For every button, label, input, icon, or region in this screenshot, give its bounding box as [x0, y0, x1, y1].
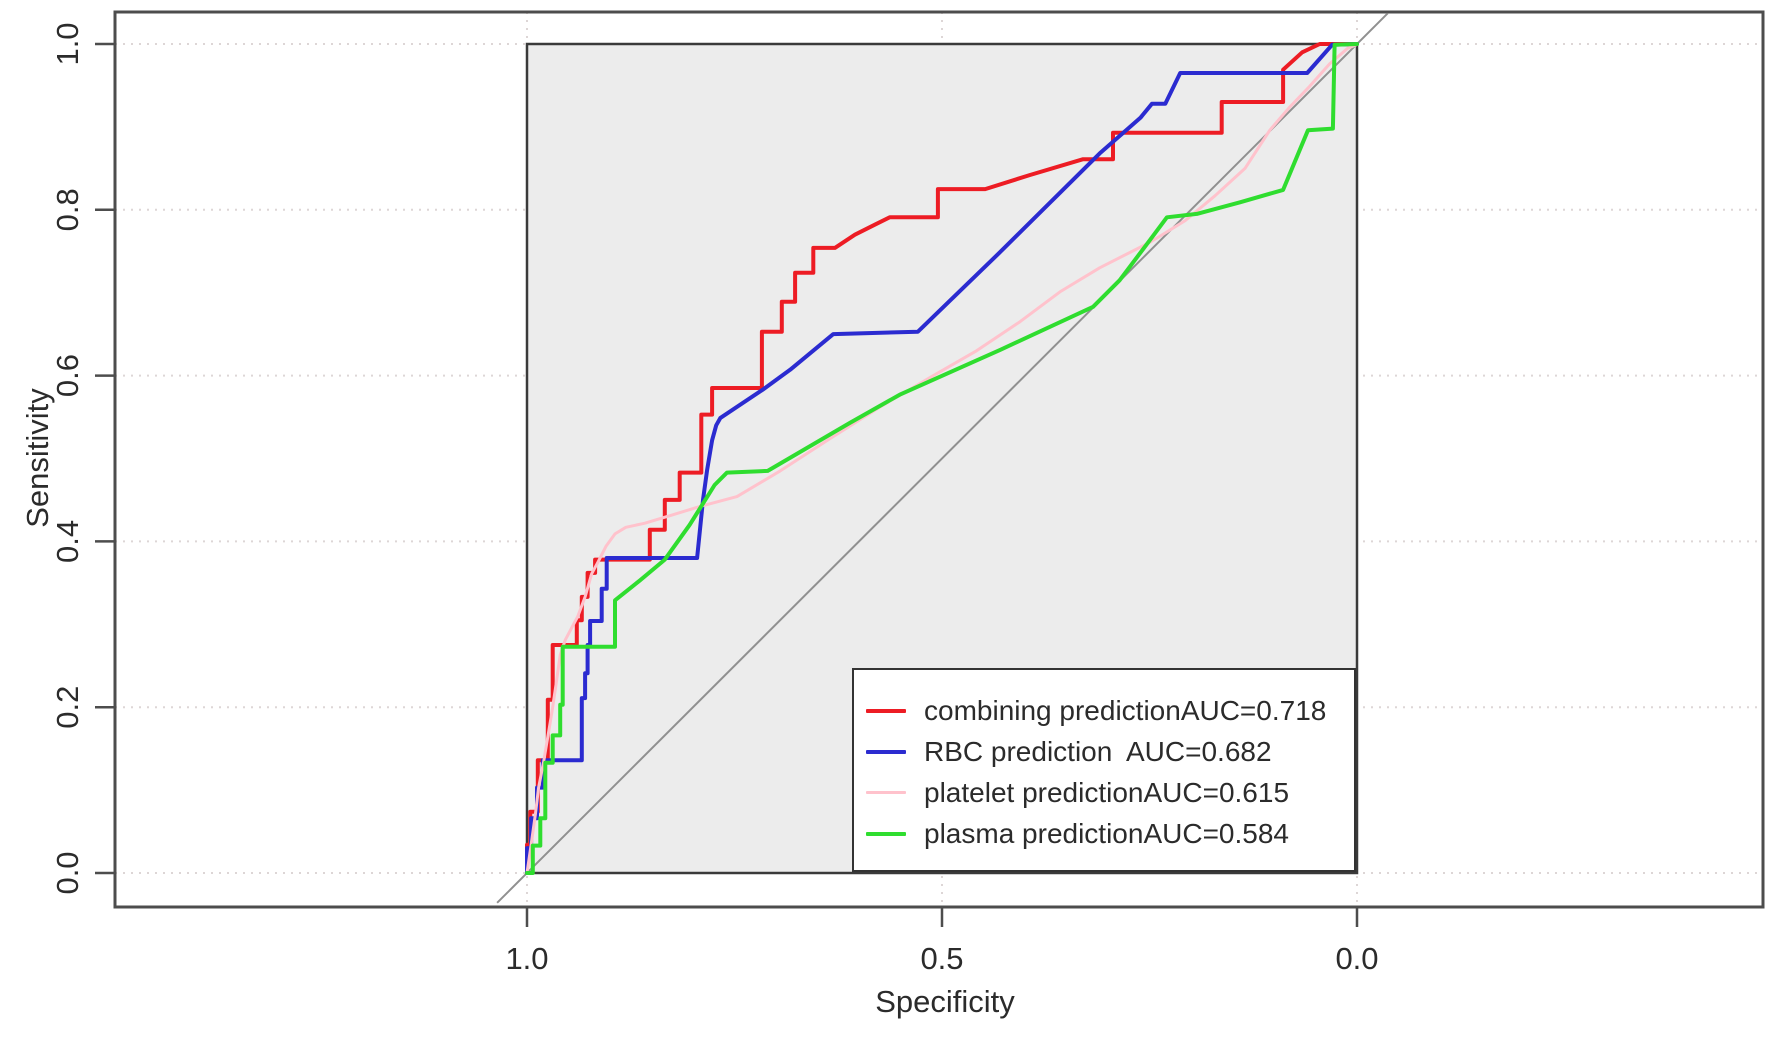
legend-auc-value: AUC=0.718 [1180, 694, 1327, 726]
y-tick-label: 0.2 [50, 686, 85, 729]
roc-curve-platelet [525, 43, 1358, 875]
x-tick-label: 1.0 [505, 941, 548, 976]
legend-series-label: plasma prediction [924, 817, 1144, 849]
x-axis-title: Specificity [875, 984, 1015, 1019]
y-axis-title: Sensitivity [20, 388, 55, 528]
legend-auc-value: AUC=0.615 [1143, 776, 1290, 808]
legend-auc-value: AUC=0.682 [1126, 735, 1272, 767]
legend-series-label: platelet prediction [924, 776, 1144, 808]
legend-box: combining prediction AUC=0.718 RBC predict… [852, 668, 1356, 872]
roc-curve-plasma [525, 42, 1359, 875]
legend-line-sample [866, 708, 906, 713]
y-tick-label: 1.0 [50, 22, 85, 65]
y-tick-label: 0.0 [50, 851, 85, 894]
legend-series-label: RBC prediction [924, 735, 1113, 767]
legend-auc-value: AUC=0.584 [1143, 817, 1289, 849]
roc-curve-RBC [525, 42, 1359, 875]
outer-axis-box [113, 10, 1765, 909]
legend-row: platelet prediction AUC=0.615 [854, 772, 1354, 813]
legend-line-sample [866, 831, 906, 836]
legend-row: combining prediction AUC=0.718 [854, 690, 1354, 731]
y-tick-label: 0.8 [50, 188, 85, 231]
legend-line-sample [866, 791, 906, 794]
x-tick-label: 0.5 [920, 941, 963, 976]
legend-row: RBC prediction AUC=0.682 [854, 731, 1354, 772]
x-tick-label: 0.0 [1335, 941, 1378, 976]
chance-diagonal-line [496, 12, 1389, 904]
legend-series-label: combining prediction [924, 694, 1181, 726]
y-tick-label: 0.6 [50, 354, 85, 397]
legend-line-sample [866, 749, 906, 754]
legend-row: plasma prediction AUC=0.584 [854, 813, 1354, 854]
y-tick-label: 0.4 [50, 520, 85, 563]
